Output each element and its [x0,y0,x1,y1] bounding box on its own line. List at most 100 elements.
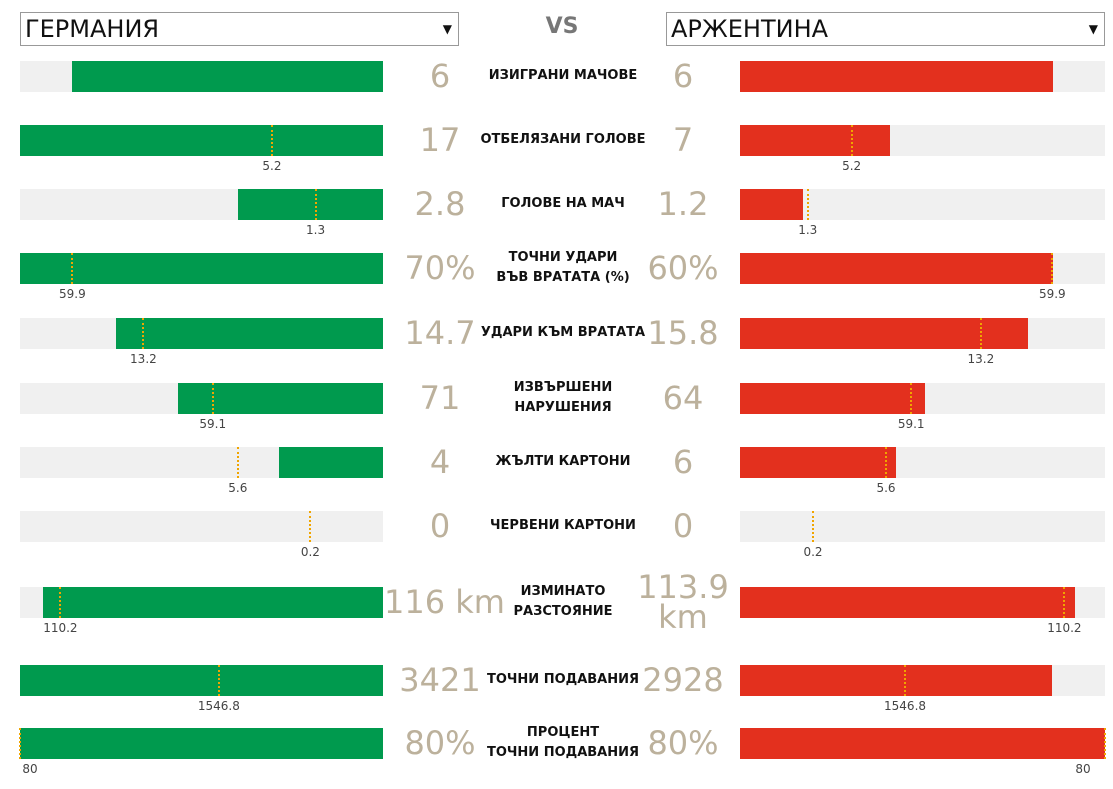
value-right: 113.9 km [637,568,729,636]
bar-right [740,125,891,156]
average-label: 1546.8 [884,699,927,713]
bar-left [178,383,383,414]
average-marker [211,383,214,414]
stat-label: ОТБЕЛЯЗАНИ ГОЛОВЕ [478,130,648,150]
value-left: 17 [419,121,461,159]
stat-label: ИЗМИНАТО РАЗСТОЯНИЕ [478,582,648,622]
average-label: 13.2 [967,352,995,366]
value-left: 80% [404,724,476,762]
bar-right [740,665,1053,696]
average-label: 5.6 [876,481,896,495]
average-marker [309,511,312,542]
track [20,511,383,542]
value-left: 3421 [399,661,481,699]
average-label: 5.2 [262,159,282,173]
value-left: 2.8 [414,185,466,223]
average-label: 110.2 [43,621,78,635]
average-label: 1.3 [798,223,818,237]
average-label: 1546.8 [197,699,240,713]
value-left: 70% [404,249,476,287]
bar-right [740,383,926,414]
average-marker [71,253,74,284]
average-label: 1.3 [306,223,326,237]
team-right: АРЖЕНТИНА [671,15,829,43]
bar-left [20,728,383,759]
dropdown-arrow: ▼ [1088,22,1098,36]
vs: VS [545,14,579,39]
team-left-select[interactable]: ГЕРМАНИЯ ▼ [20,12,459,46]
average-label: 0.2 [300,545,320,559]
bar-right [740,447,897,478]
team-right-select[interactable]: АРЖЕНТИНА ▼ [666,12,1105,46]
stat-label: ГОЛОВЕ НА МАЧ [478,194,648,214]
average-label: 59.9 [59,287,86,301]
average-marker [270,125,273,156]
average-label: 59.9 [1038,287,1066,301]
team-left: ГЕРМАНИЯ [25,15,160,43]
stat-label-line: ОТБЕЛЯЗАНИ ГОЛОВЕ [480,132,646,147]
value-right: 1.2 [657,185,709,223]
value-right: 0 [672,507,694,545]
average-label: 80 [1075,762,1091,776]
stat-label: ИЗИГРАНИ МАЧОВЕ [478,66,648,86]
value-left: 6 [429,57,451,95]
average-label: 110.2 [1047,621,1082,635]
average-marker [1104,728,1106,759]
stat-label-line: ГОЛОВЕ НА МАЧ [501,196,625,211]
average-label: 5.2 [842,159,862,173]
stat-label-line: ТОЧНИ УДАРИ [508,250,618,265]
value-right: 60% [647,249,719,287]
average-marker [142,318,145,349]
average-marker [904,665,907,696]
average-marker [979,318,982,349]
average-marker [217,665,220,696]
average-marker [59,587,62,618]
average-marker [1063,587,1066,618]
average-marker [1051,253,1054,284]
bar-left [71,61,383,92]
value-right: 80% [647,724,719,762]
average-label: 59.1 [897,417,925,431]
average-label: 5.6 [228,481,248,495]
bar-right [740,318,1029,349]
stat-label: ЖЪЛТИ КАРТОНИ [478,452,648,472]
stat-label: ИЗВЪРШЕНИ НАРУШЕНИЯ [478,378,648,418]
bar-right [740,61,1053,92]
value-right: 6 [672,443,694,481]
bar-right [740,587,1076,618]
value-right: 6 [672,57,694,95]
value-right: 15.8 [647,314,719,352]
stat-label: УДАРИ КЪМ ВРАТАТА [478,323,648,343]
stat-label-line: ЧЕРВЕНИ КАРТОНИ [490,518,636,533]
value-right: 7 [672,121,694,159]
stat-label-line: УДАРИ КЪМ ВРАТАТА [480,325,646,340]
average-label: 80 [22,762,38,776]
value-left: 0 [429,507,451,545]
stat-label: ЧЕРВЕНИ КАРТОНИ [478,516,648,536]
bar-right [740,728,1105,759]
value-left: 4 [429,443,451,481]
bar-left [20,125,383,156]
stat-label-line: ИЗИГРАНИ МАЧОВЕ [488,68,638,83]
stat-label-line: ТОЧНИ ПОДАВАНИЯ [486,672,640,687]
average-label: 0.2 [803,545,823,559]
bar-left [20,253,383,284]
bar-left [20,665,383,696]
stat-label-line: ЖЪЛТИ КАРТОНИ [495,454,631,469]
average-label: 59.1 [199,417,227,431]
average-marker [850,125,853,156]
average-marker [236,447,239,478]
stat-label: ПРОЦЕНТ ТОЧНИ ПОДАВАНИЯ [478,723,648,763]
stat-label-line: ПРОЦЕНТ [526,725,600,740]
average-marker [314,189,317,220]
average-marker [806,189,809,220]
average-marker [885,447,887,478]
bar-left [237,189,383,220]
bar-right [740,189,803,220]
value-left: 71 [419,379,461,417]
track [740,511,1105,542]
stat-label-line: ВЪВ ВРАТАТА (%) [496,270,630,285]
value-left: 14.7 [404,314,476,352]
average-marker [19,728,21,759]
value-right: 2928 [642,661,724,699]
